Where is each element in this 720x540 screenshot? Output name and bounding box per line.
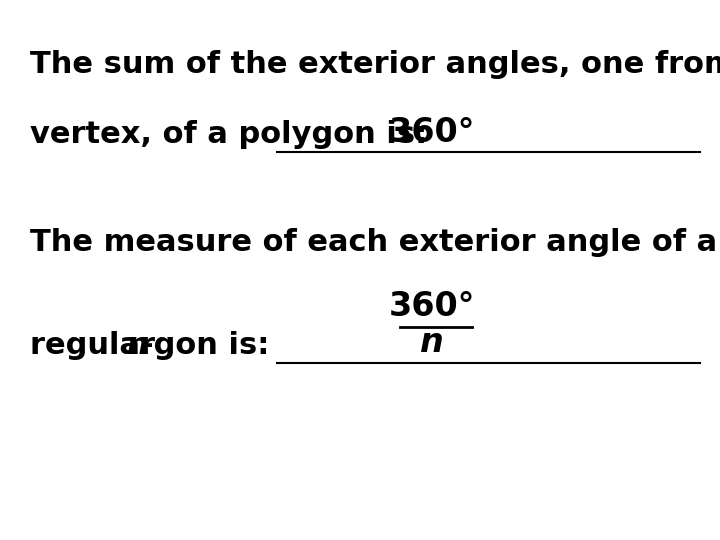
- Text: 360°: 360°: [389, 290, 475, 323]
- Text: n: n: [126, 330, 148, 360]
- Text: regular: regular: [30, 330, 166, 360]
- Text: n: n: [420, 326, 444, 359]
- Text: The measure of each exterior angle of a: The measure of each exterior angle of a: [30, 228, 717, 257]
- Text: 360°: 360°: [389, 116, 475, 149]
- Text: vertex, of a polygon is:: vertex, of a polygon is:: [30, 120, 428, 149]
- Text: -gon is:: -gon is:: [141, 330, 269, 360]
- Text: The sum of the exterior angles, one from each: The sum of the exterior angles, one from…: [30, 50, 720, 79]
